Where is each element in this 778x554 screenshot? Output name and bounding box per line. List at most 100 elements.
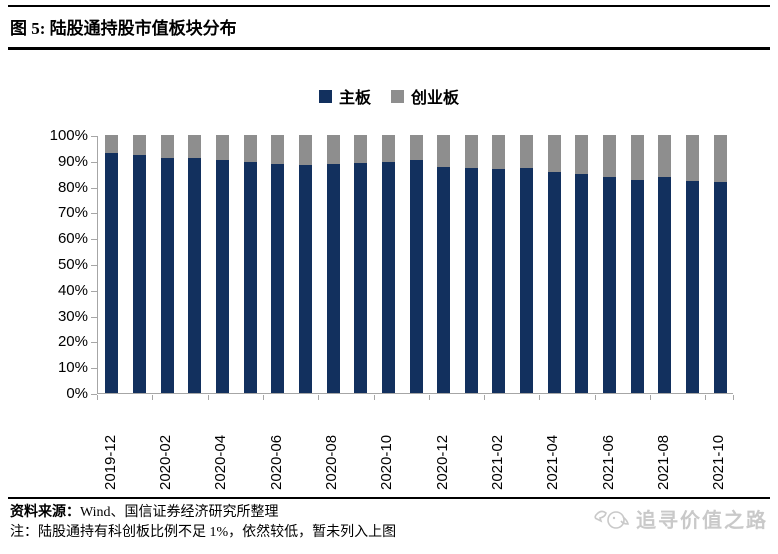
x-tick-mark (152, 395, 154, 400)
stacked-bar-plot-area (97, 135, 733, 394)
chart-legend: 主板 创业板 (0, 84, 778, 108)
chinext-segment (188, 135, 202, 159)
main-board-segment (437, 167, 451, 393)
chinext-segment (326, 135, 340, 164)
chinext-segment (547, 135, 561, 173)
y-tick-mark (91, 316, 97, 318)
bar-2021-04 (547, 135, 561, 393)
bar-2020-07 (298, 135, 312, 393)
chinext-segment (437, 135, 451, 167)
legend-label-main-board: 主板 (338, 90, 371, 107)
title-divider (8, 47, 770, 50)
bar-2020-08 (326, 135, 340, 393)
main-board-segment (105, 153, 119, 393)
x-tick-label: 2021-04 (544, 434, 562, 490)
x-tick-mark (318, 395, 320, 400)
bar-2020-12 (437, 135, 451, 393)
bar-2019-12 (105, 135, 119, 393)
bar-2020-04 (215, 135, 229, 393)
chinext-segment (215, 135, 229, 160)
bar-2021-06 (603, 135, 617, 393)
watermark: 追寻价值之路 (594, 504, 768, 533)
main-board-segment (298, 164, 312, 393)
chinext-segment (409, 135, 423, 161)
figure-label: 图 5: (10, 19, 46, 38)
bar-2020-05 (243, 135, 257, 393)
main-board-segment (603, 177, 617, 393)
x-tick-mark (594, 395, 596, 400)
x-tick-label: 2020-02 (157, 434, 175, 490)
bar-2020-02 (160, 135, 174, 393)
figure-title-text: 陆股通持股市值板块分布 (49, 19, 237, 38)
y-tick-label: 90% (57, 152, 88, 170)
x-tick-mark (373, 395, 375, 400)
x-tick-mark (733, 395, 734, 400)
y-tick-label: 30% (57, 307, 88, 325)
x-tick-mark (207, 395, 209, 400)
watermark-text: 追寻价值之路 (636, 510, 768, 532)
x-tick-label: 2021-08 (654, 434, 672, 490)
y-tick-mark (91, 187, 97, 189)
chinext-segment (658, 135, 672, 178)
top-divider (8, 5, 770, 7)
main-board-segment (215, 159, 229, 393)
chinext-segment (492, 135, 506, 170)
bar-2021-03 (520, 135, 534, 393)
bar-2021-07 (630, 135, 644, 393)
note-line: 注：陆股通持有科创板比例不足 1%，依然较低，暂未列入上图 (10, 525, 397, 540)
y-tick-label: 70% (57, 204, 88, 222)
x-tick-mark (428, 395, 430, 400)
y-tick-mark (91, 213, 97, 215)
y-tick-mark (91, 290, 97, 292)
y-tick-label: 20% (57, 333, 88, 351)
y-tick-label: 0% (66, 385, 88, 402)
x-tick-label: 2020-10 (378, 434, 396, 490)
x-tick-label: 2021-02 (488, 434, 506, 490)
bar-2021-05 (575, 135, 589, 393)
chinext-segment (603, 135, 617, 178)
chinext-segment (298, 135, 312, 165)
bar-2020-06 (271, 135, 285, 393)
bar-2021-01 (464, 135, 478, 393)
main-board-segment (271, 163, 285, 393)
chinext-swatch-icon (391, 89, 404, 103)
main-board-segment (409, 160, 423, 393)
main-board-segment (713, 181, 727, 393)
bar-2021-09 (686, 135, 700, 393)
source-line: 资料来源：Wind、国信证券经济研究所整理 (10, 501, 279, 521)
y-tick-label: 80% (57, 178, 88, 196)
legend-label-chinext: 创业板 (411, 90, 460, 107)
y-tick-mark (91, 265, 97, 266)
x-tick-label: 2020-12 (433, 434, 451, 490)
main-board-segment (686, 180, 700, 393)
x-tick-mark (705, 395, 707, 400)
bar-2020-11 (409, 135, 423, 393)
y-tick-mark (91, 161, 97, 163)
main-board-segment (354, 163, 368, 393)
main-board-segment (658, 177, 672, 393)
x-tick-label: 2019-12 (101, 434, 119, 490)
x-tick-mark (97, 395, 98, 400)
x-tick-label: 2020-06 (267, 434, 285, 490)
legend-item-chinext: 创业板 (391, 84, 459, 108)
footer-divider (8, 497, 770, 499)
main-board-segment (492, 169, 506, 393)
y-tick-label: 40% (57, 281, 88, 299)
chinext-segment (686, 135, 700, 181)
y-tick-label: 100% (49, 127, 88, 144)
bar-2020-09 (354, 135, 368, 393)
x-tick-label: 2021-10 (710, 434, 728, 490)
fish-logo-icon (594, 510, 630, 529)
chinext-segment (160, 135, 174, 159)
x-tick-mark (650, 395, 652, 400)
x-tick-mark (539, 395, 541, 400)
x-tick-label: 2021-06 (599, 434, 617, 490)
y-tick-mark (91, 136, 97, 137)
y-tick-mark (91, 342, 97, 344)
chinext-segment (132, 135, 146, 155)
y-tick-label: 60% (57, 230, 88, 248)
main-board-segment (464, 168, 478, 393)
x-tick-label: 2020-04 (212, 434, 230, 490)
main-board-segment (132, 154, 146, 393)
main-board-swatch-icon (318, 89, 332, 103)
